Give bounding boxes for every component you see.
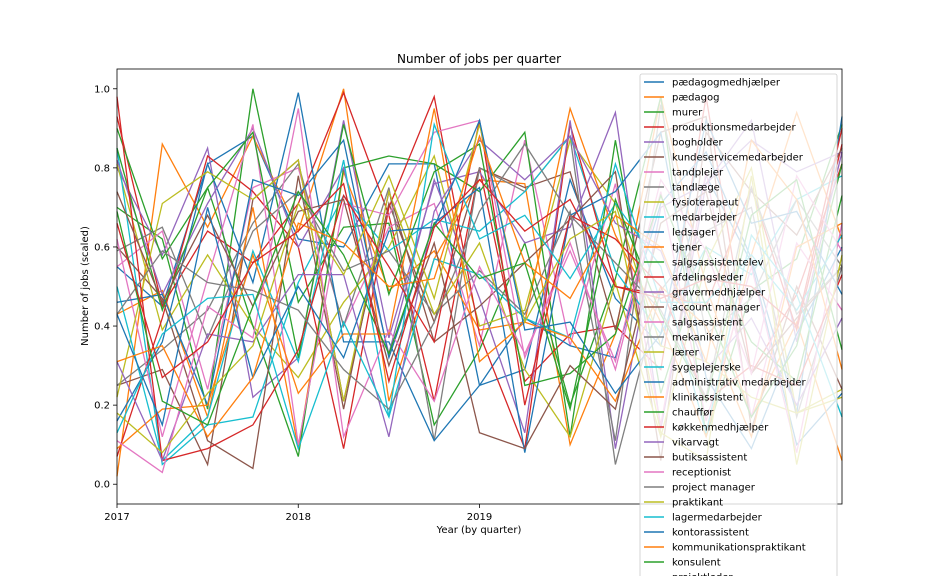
legend-frame bbox=[639, 73, 838, 576]
legend-label-32: konsulent bbox=[672, 558, 721, 569]
x-tick-label: 2018 bbox=[286, 512, 311, 523]
x-axis-ticks: 2017 2018 2019 bbox=[104, 504, 492, 523]
legend-label-17: mekaniker bbox=[672, 333, 725, 344]
legend-label-28: praktikant bbox=[672, 498, 723, 509]
legend-label-27: project manager bbox=[672, 483, 756, 494]
legend-label-30: kontorassistent bbox=[672, 528, 749, 539]
legend-label-24: vikarvagt bbox=[672, 438, 719, 449]
legend-label-22: chauffør bbox=[672, 408, 714, 419]
legend-label-7: tandlæge bbox=[672, 183, 720, 194]
legend-label-33: projektleder bbox=[672, 573, 733, 576]
y-tick-label: 0.8 bbox=[94, 163, 110, 174]
legend-label-3: produktionsmedarbejder bbox=[672, 123, 796, 134]
legend-label-26: receptionist bbox=[672, 468, 731, 479]
y-tick-label: 0.2 bbox=[94, 401, 110, 412]
legend-label-0: pædagogmedhjælper bbox=[672, 78, 781, 89]
legend-label-15: account manager bbox=[672, 303, 761, 314]
legend-label-31: kommunikationspraktikant bbox=[672, 543, 806, 554]
chart-title: Number of jobs per quarter bbox=[397, 52, 561, 66]
legend-label-18: lærer bbox=[672, 348, 700, 359]
y-axis-label: Number of jobs (scaled) bbox=[80, 226, 91, 346]
legend-label-10: ledsager bbox=[672, 228, 716, 239]
legend-label-20: administrativ medarbejder bbox=[672, 378, 807, 389]
legend-label-21: klinikassistent bbox=[672, 393, 743, 404]
legend-label-14: gravermedhjælper bbox=[672, 288, 766, 299]
y-tick-label: 0.4 bbox=[94, 322, 110, 333]
legend-label-9: medarbejder bbox=[672, 213, 737, 224]
legend-label-8: fysioterapeut bbox=[672, 198, 739, 209]
x-tick-label: 2017 bbox=[104, 512, 129, 523]
x-axis-label: Year (by quarter) bbox=[436, 525, 522, 536]
y-axis-ticks: 0.0 0.2 0.4 0.6 0.8 1.0 bbox=[94, 84, 117, 491]
x-tick-label: 2019 bbox=[467, 512, 492, 523]
y-tick-label: 0.0 bbox=[94, 480, 110, 491]
legend-label-4: bogholder bbox=[672, 138, 724, 149]
legend-label-16: salgsassistent bbox=[672, 318, 743, 329]
legend-label-2: murer bbox=[672, 108, 703, 119]
legend: pædagogmedhjælper pædagog murer produktions… bbox=[639, 73, 838, 576]
legend-label-25: butiksassistent bbox=[672, 453, 747, 464]
y-tick-label: 0.6 bbox=[94, 242, 110, 253]
y-tick-label: 1.0 bbox=[94, 84, 110, 95]
legend-label-19: sygeplejerske bbox=[672, 363, 741, 374]
legend-entries: pædagogmedhjælper pædagog murer produktions… bbox=[644, 78, 807, 576]
legend-label-29: lagermedarbejder bbox=[672, 513, 763, 524]
legend-label-6: tandplejer bbox=[672, 168, 724, 179]
legend-label-13: afdelingsleder bbox=[672, 273, 744, 284]
legend-label-1: pædagog bbox=[672, 93, 719, 104]
legend-label-12: salgsassistentelev bbox=[672, 258, 764, 269]
legend-label-5: kundeservicemedarbejder bbox=[672, 153, 804, 164]
legend-label-23: køkkenmedhjælper bbox=[672, 423, 769, 434]
legend-label-11: tjener bbox=[672, 243, 702, 254]
